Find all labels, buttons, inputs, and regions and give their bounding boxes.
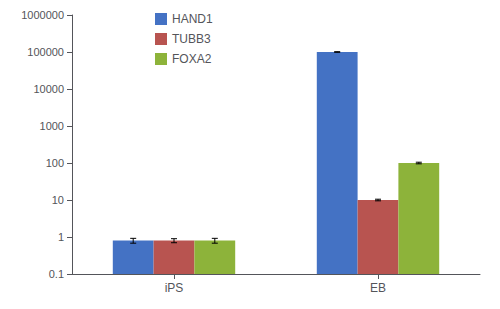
svg-text:10: 10 [52, 194, 64, 206]
svg-text:EB: EB [370, 281, 386, 295]
svg-text:100000: 100000 [27, 46, 64, 58]
svg-text:100: 100 [46, 157, 64, 169]
svg-text:1000000: 1000000 [21, 9, 64, 21]
svg-text:10000: 10000 [33, 83, 64, 95]
svg-text:HAND1: HAND1 [172, 12, 213, 26]
svg-text:0.1: 0.1 [49, 268, 64, 280]
svg-text:TUBB3: TUBB3 [172, 32, 211, 46]
svg-text:FOXA2: FOXA2 [172, 52, 212, 66]
svg-text:1000: 1000 [40, 120, 64, 132]
svg-text:iPS: iPS [165, 281, 184, 295]
svg-text:1: 1 [58, 231, 64, 243]
